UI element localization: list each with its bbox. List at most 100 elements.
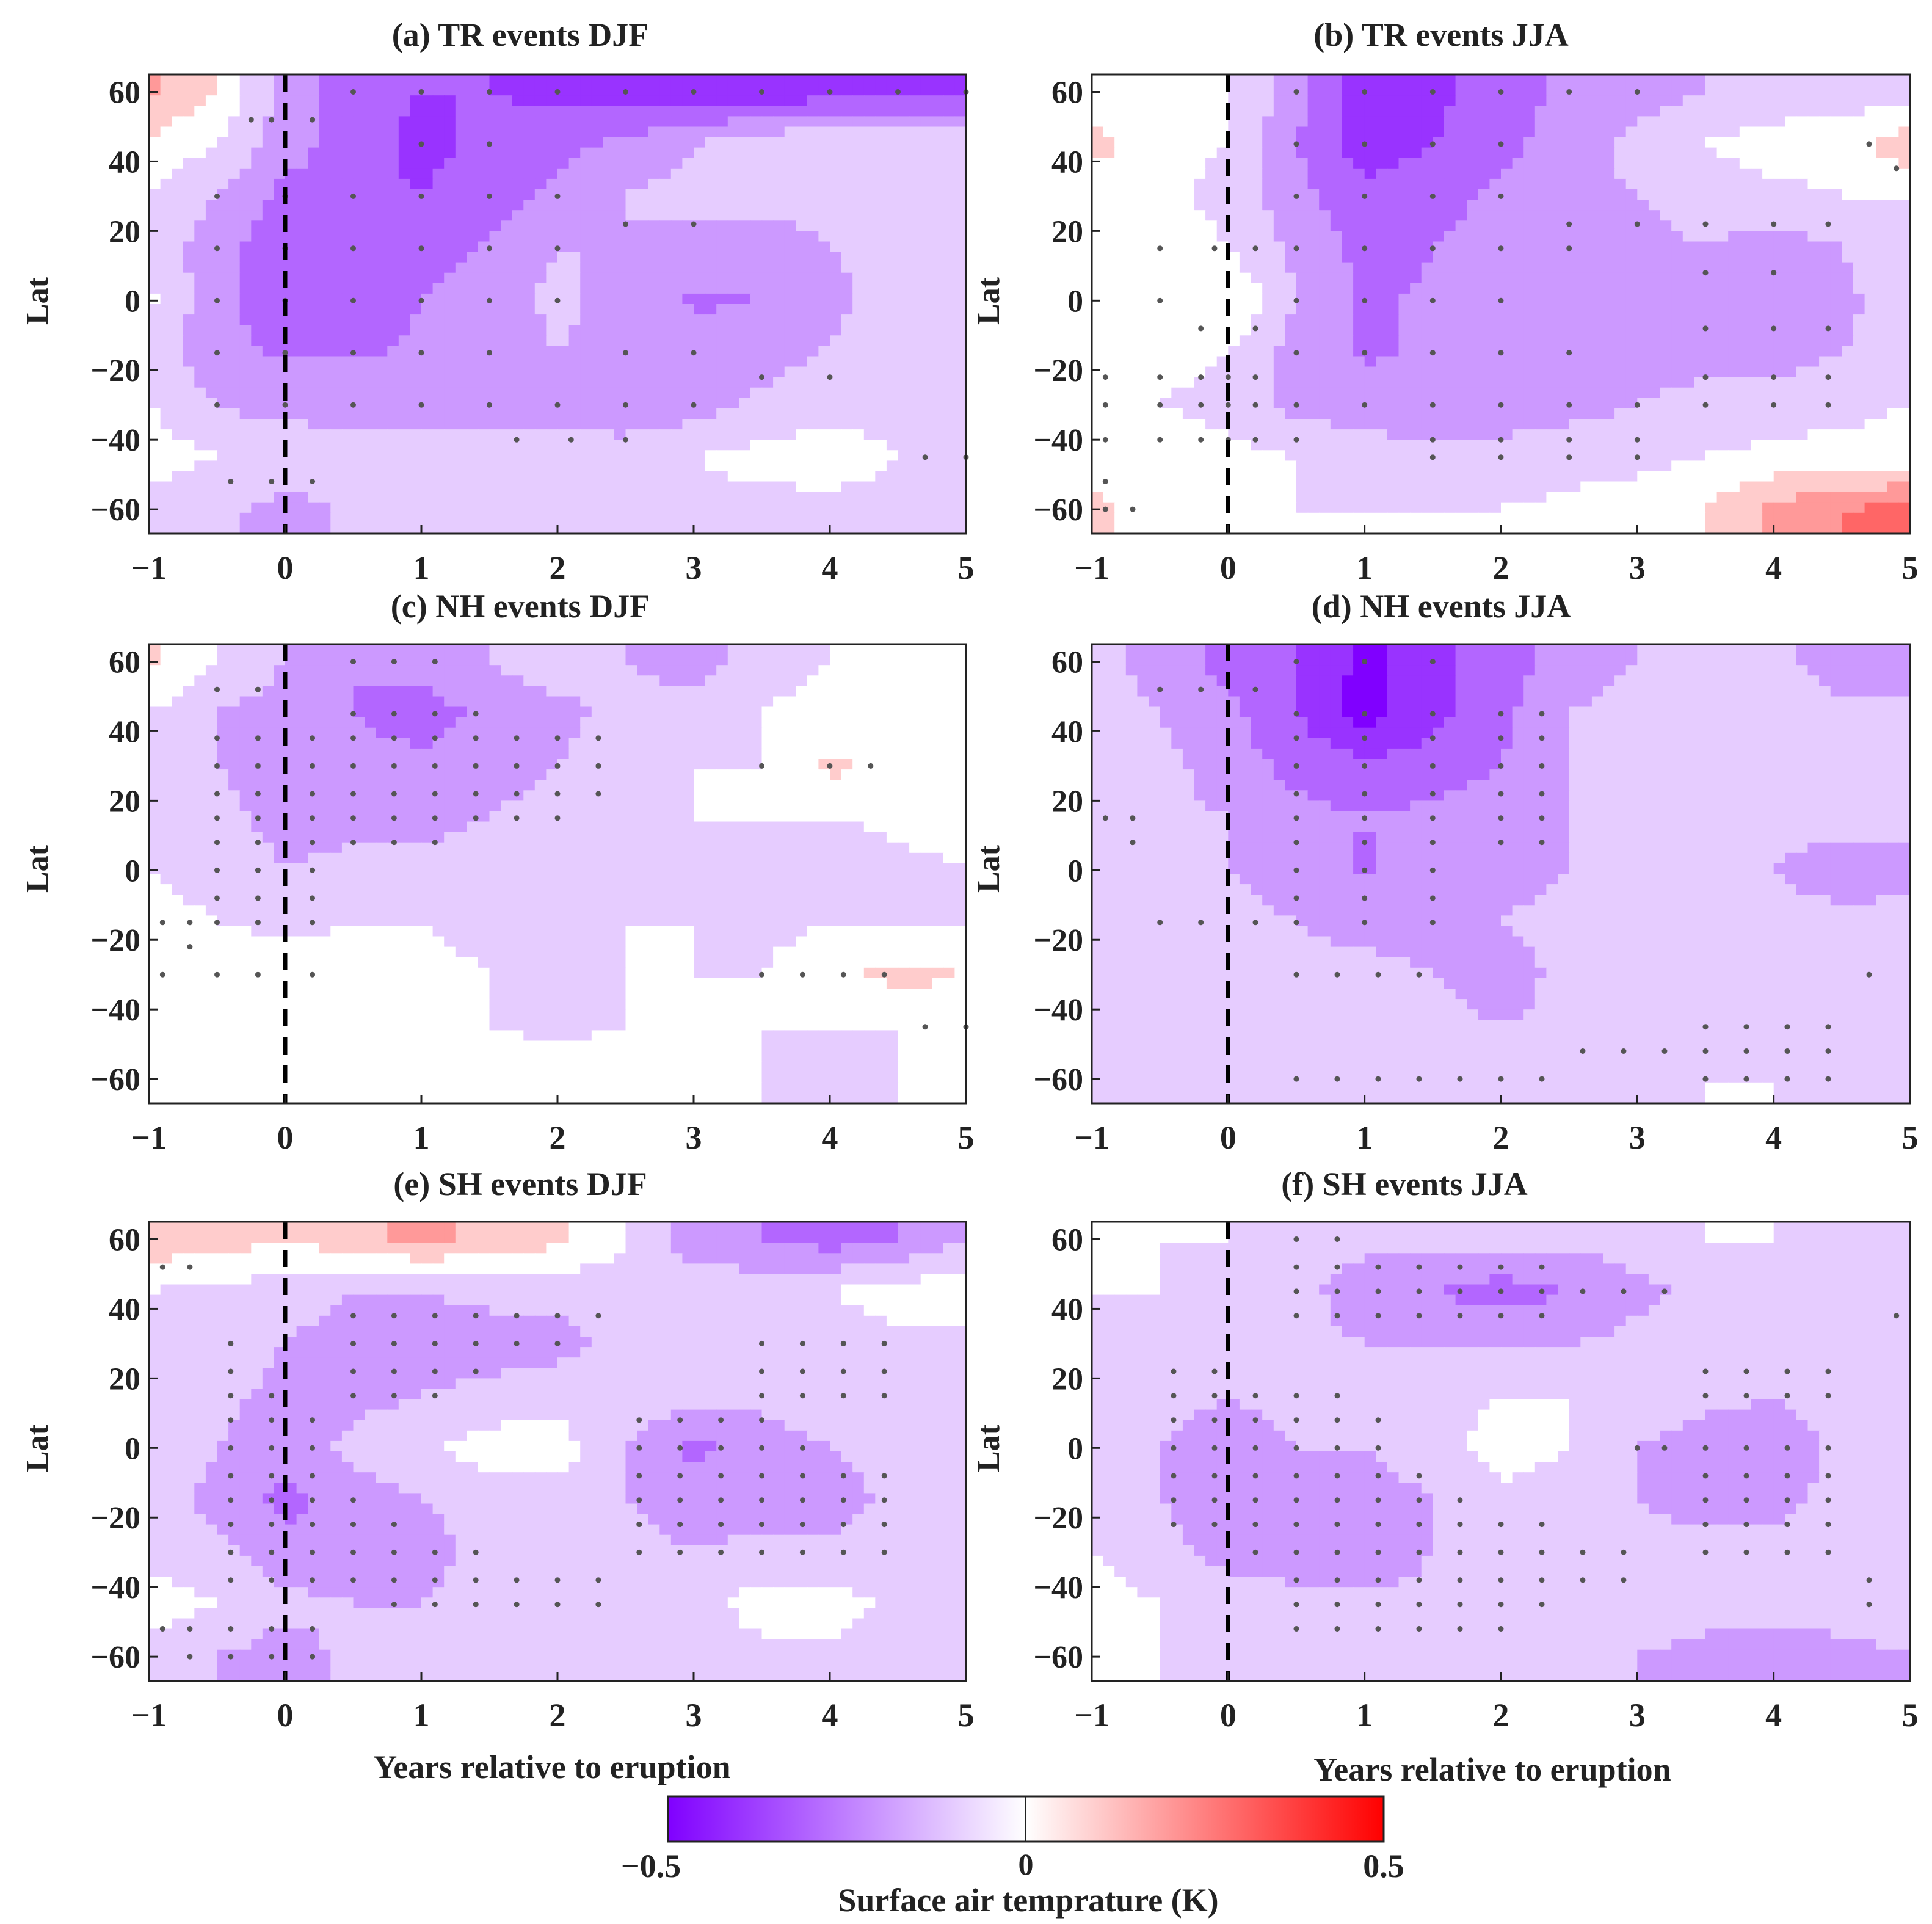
heatmap-cell: [1182, 283, 1195, 294]
heatmap-cell: [1467, 210, 1479, 222]
heatmap-cell: [410, 356, 422, 368]
heatmap-cell: [568, 210, 581, 222]
heatmap-cell: [863, 293, 876, 305]
heatmap-cell: [1762, 304, 1774, 315]
heatmap-cell: [251, 85, 263, 96]
heatmap-cell: [1648, 293, 1661, 305]
heatmap-cell: [694, 85, 706, 96]
heatmap-cell: [886, 450, 899, 462]
heatmap-cell: [614, 335, 626, 347]
heatmap-cell: [773, 492, 785, 503]
heatmap-cell: [557, 85, 570, 96]
heatmap-cell: [398, 158, 411, 169]
heatmap-cell: [1398, 200, 1411, 211]
heatmap-cell: [1216, 158, 1229, 169]
heatmap-cell: [716, 481, 728, 493]
heatmap-cell: [1353, 74, 1365, 85]
heatmap-cell: [1876, 220, 1888, 232]
heatmap-cell: [1319, 304, 1331, 315]
heatmap-cell: [591, 137, 604, 148]
heatmap-cell: [1467, 126, 1479, 138]
heatmap-cell: [512, 523, 525, 534]
heatmap-cell: [523, 429, 536, 440]
heatmap-cell: [954, 116, 966, 128]
heatmap-cell: [1751, 158, 1763, 169]
heatmap-cell: [705, 356, 717, 368]
heatmap-cell: [659, 241, 672, 253]
heatmap-cell: [274, 460, 286, 472]
heatmap-cell: [1523, 241, 1536, 253]
heatmap-cell: [1194, 158, 1206, 169]
heatmap-cell: [1807, 85, 1820, 96]
heatmap-cell: [1410, 178, 1422, 190]
heatmap-cell: [1160, 252, 1172, 263]
heatmap-cell: [603, 502, 615, 514]
heatmap-cell: [1716, 74, 1729, 85]
heatmap-cell: [1455, 231, 1467, 242]
heatmap-cell: [1342, 200, 1354, 211]
heatmap-cell: [773, 304, 785, 315]
heatmap-cell: [432, 429, 445, 440]
heatmap-cell: [1671, 304, 1683, 315]
heatmap-cell: [1376, 252, 1388, 263]
heatmap-cell: [1421, 304, 1434, 315]
heatmap-cell: [534, 231, 547, 242]
heatmap-cell: [1546, 231, 1558, 242]
heatmap-cell: [1092, 95, 1104, 107]
heatmap-cell: [1558, 95, 1570, 107]
heatmap-cell: [1785, 137, 1797, 148]
heatmap-cell: [205, 502, 218, 514]
heatmap-cell: [1307, 189, 1320, 200]
heatmap-cell: [830, 200, 842, 211]
heatmap-cell: [1671, 314, 1683, 325]
heatmap-cell: [228, 492, 241, 503]
heatmap-cell: [1830, 178, 1843, 190]
heatmap-cell: [1614, 272, 1627, 284]
heatmap-cell: [296, 147, 308, 159]
heatmap-cell: [1330, 304, 1343, 315]
heatmap-cell: [251, 147, 263, 159]
heatmap-cell: [1410, 241, 1422, 253]
heatmap-cell: [943, 126, 956, 138]
heatmap-cell: [796, 366, 808, 378]
heatmap-cell: [1171, 314, 1183, 325]
heatmap-cell: [863, 408, 876, 419]
heatmap-cell: [1307, 304, 1320, 315]
heatmap-cell: [376, 304, 388, 315]
heatmap-cell: [1864, 178, 1876, 190]
heatmap-cell: [387, 262, 399, 274]
heatmap-cell: [217, 158, 229, 169]
heatmap-cell: [217, 450, 229, 462]
heatmap-cell: [376, 116, 388, 128]
heatmap-cell: [172, 283, 184, 294]
heatmap-cell: [546, 178, 558, 190]
heatmap-cell: [546, 283, 558, 294]
heatmap-cell: [398, 335, 411, 347]
heatmap-cell: [365, 492, 377, 503]
heatmap-cell: [784, 471, 797, 482]
heatmap-cell: [1114, 168, 1127, 180]
heatmap-cell: [761, 346, 774, 357]
heatmap-cell: [512, 74, 525, 85]
heatmap-cell: [796, 168, 808, 180]
heatmap-cell: [625, 137, 637, 148]
heatmap-cell: [1842, 304, 1854, 315]
heatmap-cell: [251, 512, 263, 524]
heatmap-cell: [694, 492, 706, 503]
heatmap-cell: [467, 492, 479, 503]
heatmap-cell: [580, 74, 592, 85]
heatmap-cell: [943, 241, 956, 253]
heatmap-cell: [274, 220, 286, 232]
heatmap-cell: [954, 502, 966, 514]
heatmap-cell: [387, 366, 399, 378]
heatmap-cell: [1716, 85, 1729, 96]
heatmap-cell: [1251, 147, 1263, 159]
heatmap-cell: [1660, 74, 1672, 85]
heatmap-cell: [410, 314, 422, 325]
heatmap-cell: [1887, 220, 1900, 232]
heatmap-cell: [172, 85, 184, 96]
heatmap-cell: [376, 512, 388, 524]
heatmap-cell: [830, 335, 842, 347]
heatmap-cell: [1728, 210, 1740, 222]
heatmap-cell: [1364, 106, 1377, 117]
